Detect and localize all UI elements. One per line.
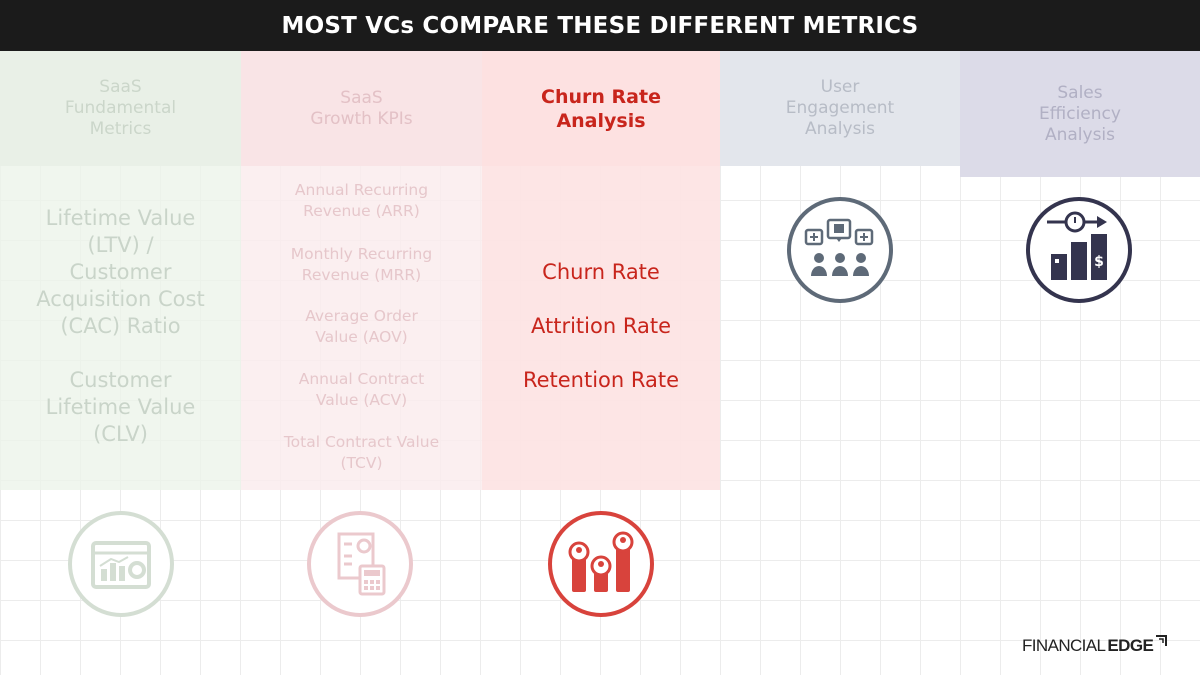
metric-item: Lifetime Value: [45, 395, 196, 419]
spacer: [241, 348, 482, 369]
spacer: [241, 286, 482, 306]
header-line: Fundamental: [64, 98, 177, 118]
metric-item: (CLV): [93, 422, 148, 446]
header-line: Efficiency: [1039, 103, 1121, 124]
kpi-item: Monthly Recurring: [290, 245, 433, 263]
header-line: SaaS: [99, 77, 142, 97]
brand-mark-icon: [1156, 635, 1168, 646]
header-line: Metrics: [89, 119, 152, 139]
svg-text:$: $: [1094, 254, 1104, 270]
spacer: [482, 286, 720, 313]
metric-item: Customer: [69, 260, 172, 284]
brand-part2: EDGE: [1107, 636, 1154, 655]
page-title: MOST VCs COMPARE THESE DIFFERENT METRICS: [0, 0, 1200, 51]
metric-item: Lifetime Value: [45, 206, 196, 230]
sales-efficiency-icon: $: [1025, 196, 1133, 304]
kpi-item: (TCV): [340, 454, 383, 472]
metric-item: Acquisition Cost: [36, 287, 205, 311]
column-body-saas-fundamental: [0, 166, 241, 490]
header-line: Engagement: [785, 98, 895, 118]
kpi-item: Revenue (ARR): [303, 202, 420, 220]
kpi-item: Total Contract Value: [283, 433, 440, 451]
spacer: [241, 222, 482, 244]
header-line: Sales: [1057, 82, 1103, 103]
spacer: [0, 340, 241, 367]
column-header-saas-fundamental: SaaS Fundamental Metrics: [0, 51, 241, 166]
header-line: SaaS: [340, 87, 383, 108]
kpi-item: Annual Contract: [298, 370, 425, 388]
kpi-item: Annual Recurring: [294, 181, 429, 199]
column-body-churn-rate: [482, 166, 720, 490]
header-line: Analysis: [1044, 124, 1116, 145]
churn-item: Retention Rate: [522, 368, 680, 392]
column-body-saas-growth: [241, 166, 482, 490]
header-line: User: [820, 77, 860, 97]
churn-metrics-list: Churn Rate Attrition Rate Retention Rate: [482, 259, 720, 394]
growth-kpis-list: Annual Recurring Revenue (ARR) Monthly R…: [241, 180, 482, 474]
financial-edge-logo: FINANCIAL EDGE: [1022, 634, 1168, 658]
column-header-saas-growth: SaaS Growth KPIs: [241, 51, 482, 166]
metric-item: Customer: [69, 368, 172, 392]
metric-item: (CAC) Ratio: [60, 314, 181, 338]
header-line: Analysis: [556, 109, 646, 132]
kpi-item: Average Order: [305, 307, 418, 325]
kpi-item: Value (AOV): [315, 328, 408, 346]
invoice-calculator-icon: [306, 510, 414, 618]
spacer: [241, 411, 482, 432]
user-engagement-icon: [786, 196, 894, 304]
column-header-sales-efficiency: Sales Efficiency Analysis: [960, 51, 1200, 177]
kpi-item: Value (ACV): [315, 391, 408, 409]
fundamental-metrics-list: Lifetime Value (LTV) / Customer Acquisit…: [0, 205, 241, 448]
dashboard-chart-icon: [67, 510, 175, 618]
metric-item: (LTV) /: [87, 233, 154, 257]
column-header-churn-rate: Churn Rate Analysis: [482, 51, 720, 166]
brand-part1: FINANCIAL: [1022, 636, 1106, 655]
column-header-user-engagement: User Engagement Analysis: [720, 51, 960, 166]
header-line: Analysis: [804, 119, 876, 139]
spacer: [482, 340, 720, 367]
kpi-item: Revenue (MRR): [301, 266, 422, 284]
people-chart-icon: [547, 510, 655, 618]
churn-item: Churn Rate: [542, 260, 660, 284]
header-line: Growth KPIs: [310, 108, 413, 129]
header-line: Churn Rate: [541, 85, 661, 108]
churn-item: Attrition Rate: [531, 314, 671, 338]
